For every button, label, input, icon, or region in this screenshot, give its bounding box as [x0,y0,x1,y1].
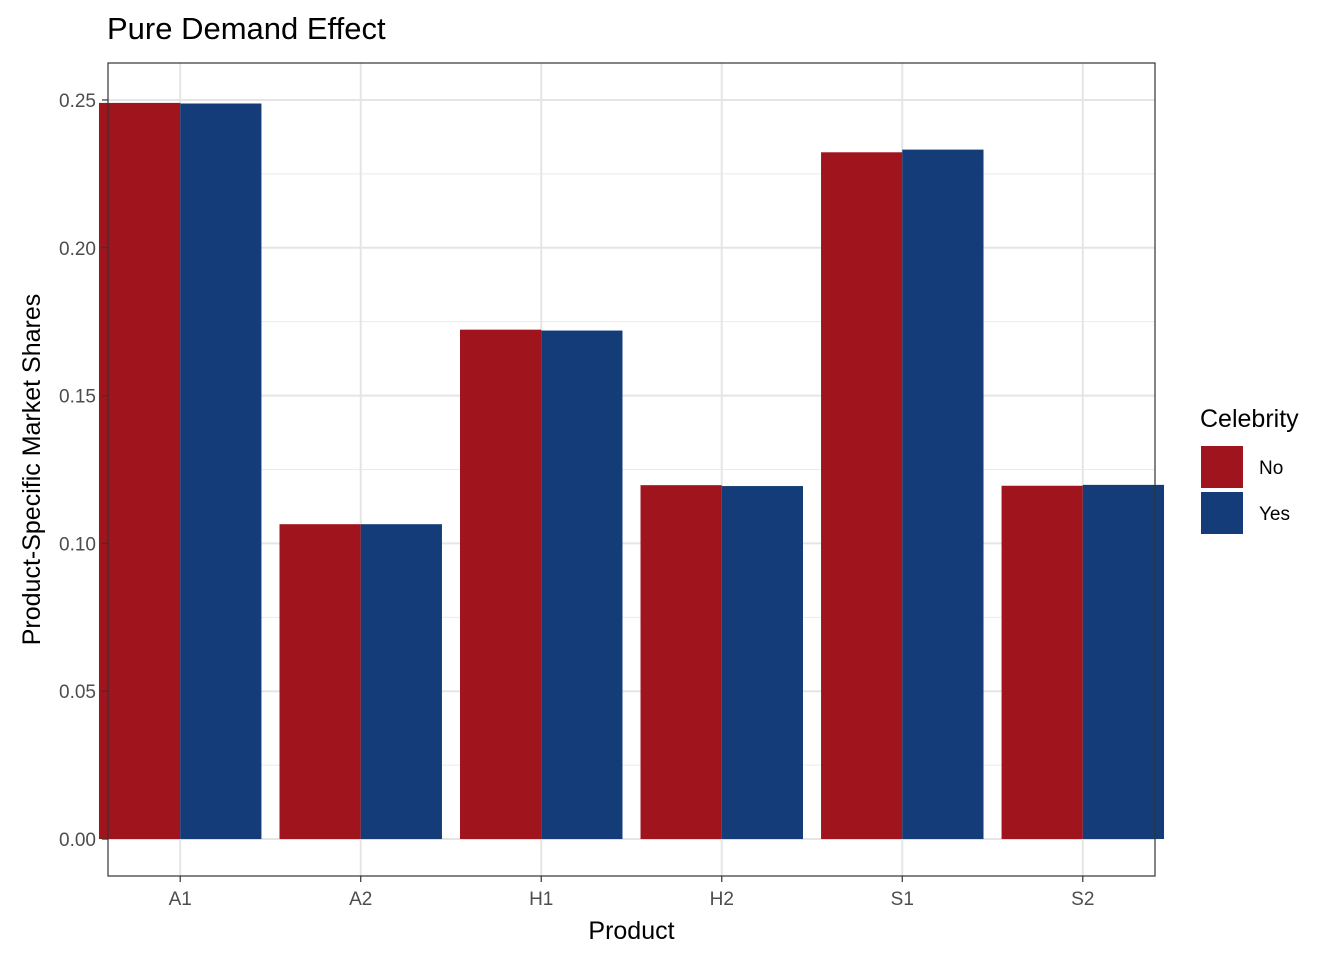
minor-gridlines [108,173,1155,766]
bar-yes-h2 [721,486,803,840]
bar-no-h1 [460,329,542,840]
bar-no-s1 [821,152,903,840]
y-tick-label: 0.10 [59,534,96,555]
legend-swatch-no [1201,446,1243,488]
y-axis-title: Product-Specific Market Shares [18,294,46,646]
bar-yes-s2 [1082,484,1165,840]
x-tick-label: H2 [710,889,734,910]
x-tick-label: S2 [1071,889,1094,910]
bar-no-h2 [640,485,722,840]
y-tick-label: 0.20 [59,239,96,260]
bars [98,102,1165,840]
y-axis: 0.00 0.05 0.10 0.15 0.20 0.25 [59,91,108,851]
bar-no-s2 [1001,485,1083,840]
legend-title: Celebrity [1200,405,1299,433]
bar-yes-a1 [180,103,262,840]
y-tick-label: 0.25 [59,91,96,112]
bar-yes-a2 [360,524,442,840]
y-tick-label: 0.05 [59,682,96,703]
panel-border [107,62,1156,877]
x-tick-label: H1 [529,889,553,910]
legend-items: No Yes [1201,446,1290,534]
x-tick-label: A1 [169,889,192,910]
bar-yes-s1 [902,149,984,840]
legend: Celebrity No Yes [1200,405,1299,534]
legend-label-yes: Yes [1259,504,1290,525]
x-tick-label: A2 [349,889,372,910]
y-tick-label: 0.00 [59,830,96,851]
legend-swatch-yes [1201,492,1243,534]
legend-label-no: No [1259,458,1283,479]
x-tick-label: S1 [891,889,914,910]
x-axis: A1 A2 H1 H2 S1 S2 [169,876,1094,910]
y-tick-label: 0.15 [59,387,96,408]
x-axis-title: Product [588,917,674,945]
bar-no-a2 [279,524,361,840]
bar-yes-h1 [541,330,623,840]
chart-title: Pure Demand Effect [107,11,386,46]
bar-no-a1 [98,102,181,840]
